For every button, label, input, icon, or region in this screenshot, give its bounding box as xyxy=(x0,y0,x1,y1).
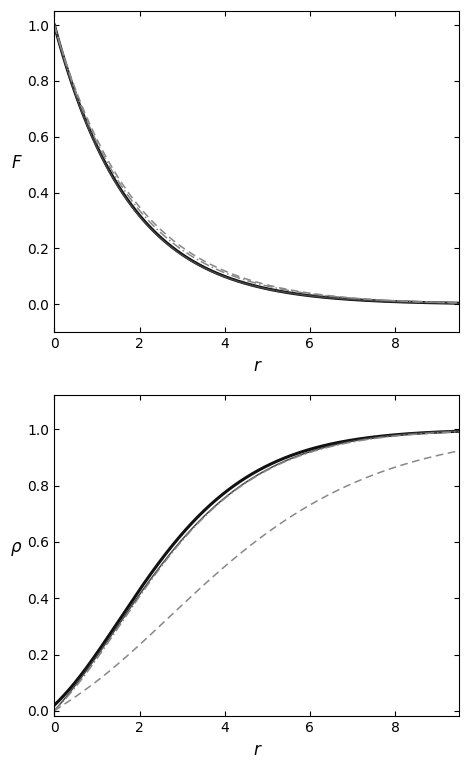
Y-axis label: F: F xyxy=(12,154,21,172)
Y-axis label: ρ: ρ xyxy=(11,538,22,556)
X-axis label: r: r xyxy=(253,357,260,374)
X-axis label: r: r xyxy=(253,741,260,759)
